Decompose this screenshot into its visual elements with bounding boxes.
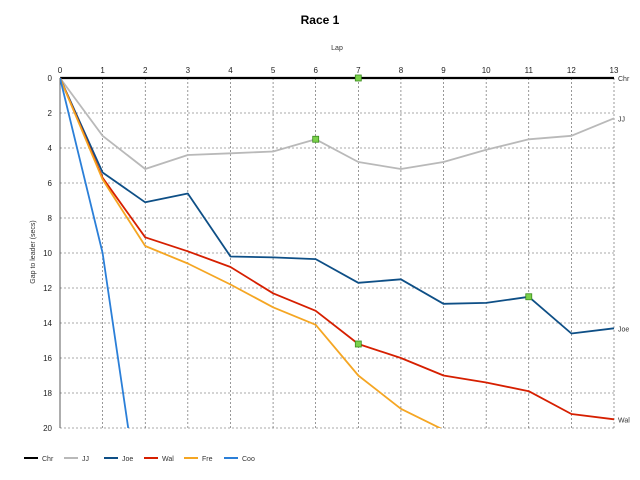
y-tick-label-12: 12 <box>43 284 52 293</box>
y-tick-label-0: 0 <box>48 74 53 83</box>
y-tick-label-4: 4 <box>48 144 53 153</box>
x-tick-label-3: 3 <box>186 66 191 75</box>
legend-label-wal: Wal <box>162 456 174 463</box>
x-tick-label-11: 11 <box>525 66 534 75</box>
marker-point-1 <box>354 74 362 82</box>
marker-point-3 <box>525 293 533 301</box>
x-axis-label: Lap <box>331 45 343 52</box>
legend-label-fre: Fre <box>202 456 213 463</box>
marker-layer <box>312 74 533 348</box>
end-label-joe: Joe <box>618 326 629 333</box>
x-tick-label-4: 4 <box>228 66 233 75</box>
y-axis-label: Gap to leader (secs) <box>30 220 37 283</box>
legend-label-joe: Joe <box>122 456 133 463</box>
x-tick-label-10: 10 <box>482 66 491 75</box>
marker-point-4 <box>354 340 362 348</box>
x-tick-label-5: 5 <box>271 66 276 75</box>
legend-label-jj: JJ <box>82 456 89 463</box>
series-line-joe <box>60 77 615 335</box>
end-label-jj: JJ <box>618 116 625 123</box>
x-tick-label-1: 1 <box>100 66 105 75</box>
x-tick-label-9: 9 <box>441 66 446 75</box>
end-labels: Chr JJ Joe Wal <box>618 76 630 424</box>
x-tick-label-8: 8 <box>399 66 404 75</box>
x-tick-label-12: 12 <box>567 66 576 75</box>
series-layer <box>60 76 615 428</box>
y-tick-label-8: 8 <box>48 214 53 223</box>
y-tick-label-18: 18 <box>43 389 52 398</box>
x-tick-label-13: 13 <box>610 66 619 75</box>
x-tick-label-6: 6 <box>313 66 318 75</box>
series-line-fre <box>60 77 442 428</box>
series-line-wal <box>60 77 615 421</box>
y-tick-label-14: 14 <box>43 319 52 328</box>
legend-label-chr: Chr <box>42 456 54 463</box>
marker-point-2 <box>312 135 320 143</box>
series-line-coo <box>60 77 130 428</box>
y-tick-label-10: 10 <box>43 249 52 258</box>
y-tick-label-20: 20 <box>43 424 52 433</box>
chart-title: Race 1 <box>301 13 340 27</box>
series-line-jj <box>60 77 615 170</box>
grid <box>60 78 615 429</box>
x-tick-label-2: 2 <box>143 66 148 75</box>
y-tick-label-6: 6 <box>48 179 53 188</box>
end-label-wal: Wal <box>618 417 630 424</box>
x-tick-label-0: 0 <box>58 66 63 75</box>
legend: Chr JJ Joe Wal Fre Coo <box>24 456 255 463</box>
end-label-chr: Chr <box>618 76 630 83</box>
x-tick-label-7: 7 <box>356 66 361 75</box>
y-tick-label-2: 2 <box>48 109 53 118</box>
legend-label-coo: Coo <box>242 456 255 463</box>
y-tick-label-16: 16 <box>43 354 52 363</box>
